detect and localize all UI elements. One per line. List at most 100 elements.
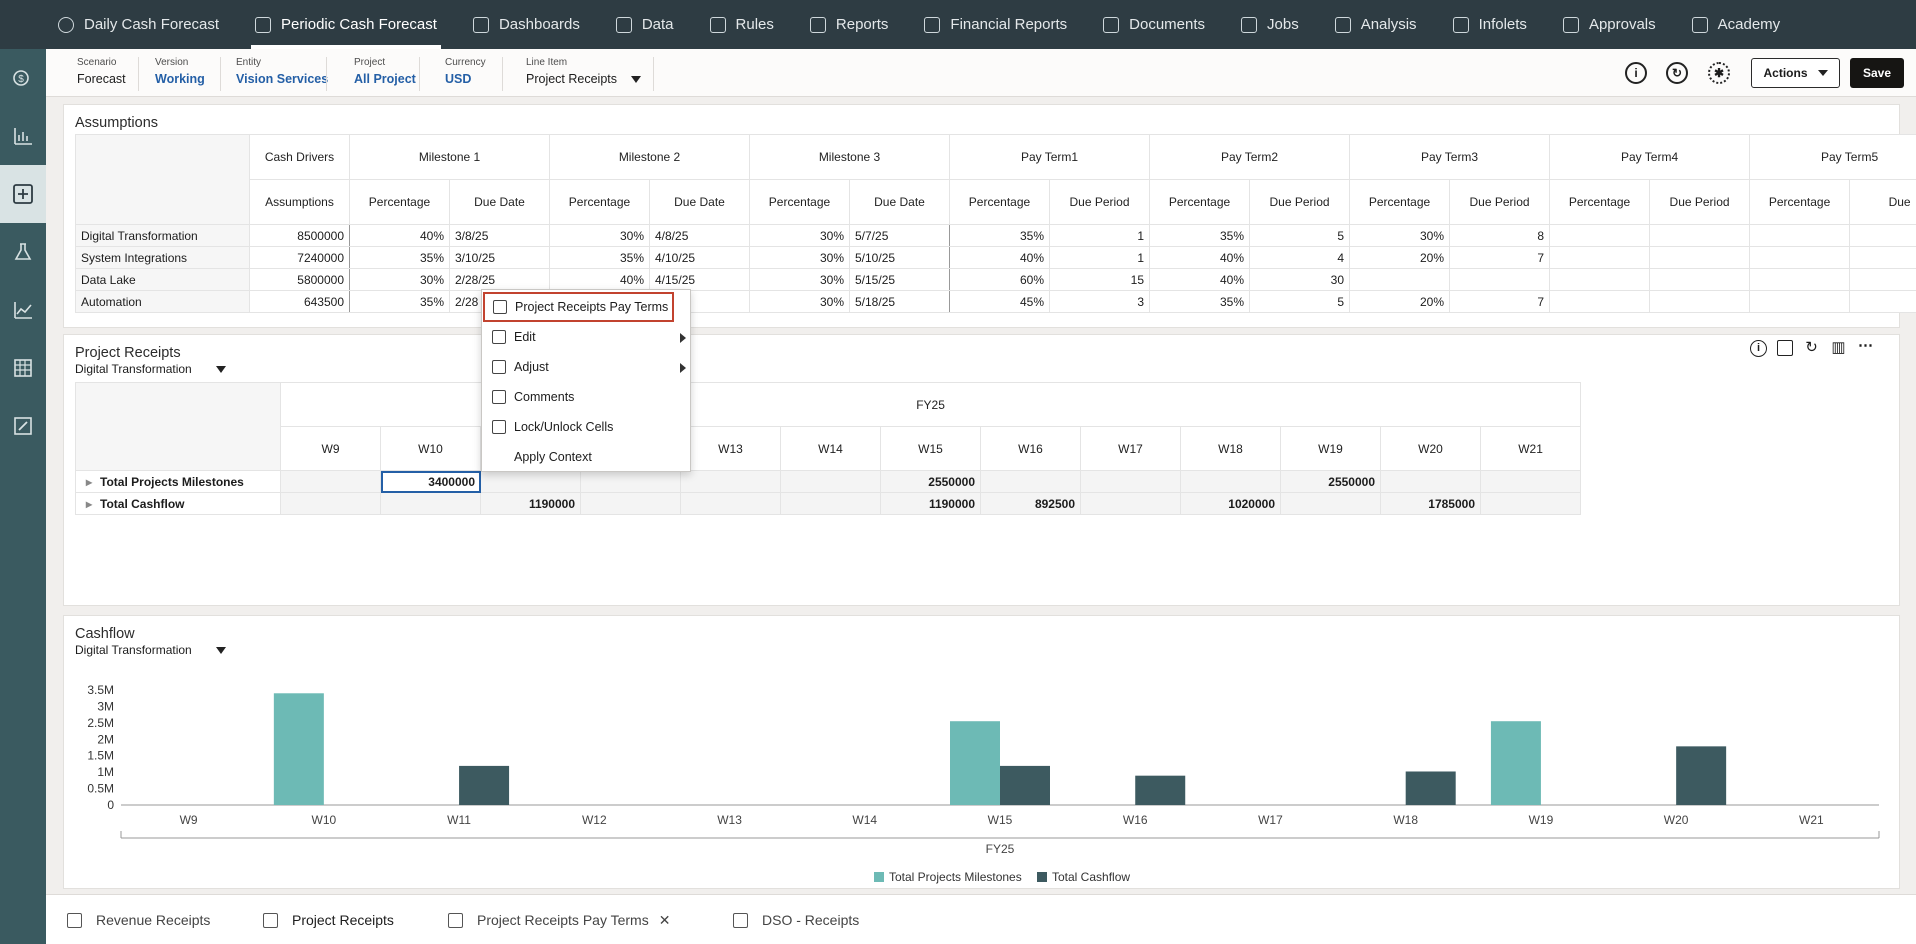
assumptions-cell[interactable]: 7 (1449, 290, 1551, 313)
receipts-cell[interactable] (1380, 470, 1481, 493)
tab-revenue-receipts[interactable]: Revenue Receipts (67, 895, 210, 944)
assumptions-cell[interactable]: 5800000 (249, 268, 350, 291)
assumptions-cell[interactable]: 7240000 (249, 246, 350, 269)
assumptions-cell[interactable]: 4 (1249, 246, 1351, 269)
receipts-cell[interactable] (980, 470, 1081, 493)
assumptions-cell[interactable]: 30% (749, 246, 850, 269)
nav-tab-dashboards[interactable]: Dashboards (455, 0, 598, 49)
bar-total-projects-milestones-W19[interactable] (1490, 721, 1541, 805)
assumptions-cell[interactable]: 35% (949, 224, 1050, 247)
receipts-cell[interactable] (380, 492, 481, 515)
rail-trend-icon[interactable] (0, 281, 46, 339)
assumptions-cell[interactable]: 30% (749, 290, 850, 313)
save-button[interactable]: Save (1850, 58, 1904, 88)
nav-tab-rules[interactable]: Rules (692, 0, 792, 49)
assumptions-cell[interactable]: 35% (349, 246, 450, 269)
receipts-cell[interactable]: 1020000 (1180, 492, 1281, 515)
assumptions-cell[interactable]: 5/10/25 (849, 246, 950, 269)
expand-icon[interactable]: ▸ (86, 496, 93, 511)
assumptions-cell[interactable]: 30 (1249, 268, 1351, 291)
assumptions-cell[interactable]: 2/28/25 (449, 268, 550, 291)
assumptions-cell[interactable]: 1 (1048, 224, 1151, 247)
pov-line-item-dropdown-icon[interactable] (631, 76, 642, 84)
assumptions-cell[interactable]: 30% (749, 268, 850, 291)
assumptions-cell[interactable] (1649, 268, 1751, 291)
receipts-cell[interactable]: 1190000 (480, 492, 581, 515)
assumptions-cell[interactable] (1749, 290, 1851, 313)
assumptions-cell[interactable]: 15 (1048, 268, 1151, 291)
receipts-cell[interactable] (680, 470, 781, 493)
assumptions-cell[interactable]: 8500000 (249, 224, 350, 247)
assumptions-cell[interactable]: 4/10/25 (649, 246, 750, 269)
assumptions-cell[interactable]: 20% (1349, 246, 1451, 269)
rail-chart-icon[interactable] (0, 107, 46, 165)
assumptions-cell[interactable] (1749, 246, 1851, 269)
assumptions-cell[interactable]: 5 (1249, 224, 1351, 247)
assumptions-cell[interactable]: 60% (949, 268, 1050, 291)
menu-item-project-receipts-pay-terms[interactable]: Project Receipts Pay Terms (483, 292, 674, 322)
receipts-cell[interactable] (780, 470, 881, 493)
assumptions-cell[interactable] (1649, 224, 1751, 247)
pov-line-item[interactable]: Line Item Project Receipts (526, 57, 642, 93)
receipts-cell[interactable] (1280, 492, 1381, 515)
receipts-cell[interactable]: 1785000 (1380, 492, 1481, 515)
assumptions-cell[interactable]: 3/8/25 (449, 224, 550, 247)
tab-dso-receipts[interactable]: DSO - Receipts (733, 895, 859, 944)
pov-entity[interactable]: Entity Vision Services (236, 57, 328, 93)
rail-daily-cash-icon[interactable]: $ (0, 49, 46, 107)
assumptions-cell[interactable]: 30% (549, 224, 650, 247)
bar-total-cashflow-W16[interactable] (1135, 775, 1186, 805)
assumptions-cell[interactable]: 20% (1349, 290, 1451, 313)
assumptions-cell[interactable] (1849, 246, 1916, 269)
rail-grid-icon[interactable] (0, 339, 46, 397)
receipts-cell[interactable] (480, 470, 581, 493)
bar-chart-icon[interactable]: ▥ (1831, 339, 1846, 356)
assumptions-cell[interactable]: 30% (749, 224, 850, 247)
pov-project[interactable]: Project All Project (354, 57, 416, 93)
assumptions-cell[interactable]: 40% (349, 224, 450, 247)
assumptions-cell[interactable] (1549, 246, 1651, 269)
info-icon[interactable]: i (1750, 340, 1767, 357)
assumptions-cell[interactable]: 3 (1048, 290, 1151, 313)
nav-tab-documents[interactable]: Documents (1085, 0, 1223, 49)
receipts-cell[interactable] (780, 492, 881, 515)
assumptions-cell[interactable]: 1 (1048, 246, 1151, 269)
bar-total-cashflow-W11[interactable] (459, 765, 510, 805)
rail-flask-icon[interactable] (0, 223, 46, 281)
rail-tools-icon[interactable] (0, 397, 46, 455)
assumptions-cell[interactable] (1749, 268, 1851, 291)
nav-tab-jobs[interactable]: Jobs (1223, 0, 1317, 49)
receipts-row-header[interactable]: ▸ Total Projects Milestones (75, 470, 281, 493)
assumptions-cell[interactable]: 30% (349, 268, 450, 291)
pov-currency[interactable]: Currency USD (445, 57, 486, 93)
bar-total-projects-milestones-W10[interactable] (273, 693, 324, 805)
assumptions-cell[interactable] (1649, 246, 1751, 269)
assumptions-cell[interactable] (1849, 224, 1916, 247)
receipts-row-header[interactable]: ▸ Total Cashflow (75, 492, 281, 515)
assumptions-cell[interactable]: 35% (1149, 290, 1251, 313)
menu-item-edit[interactable]: Edit (482, 322, 692, 352)
actions-button[interactable]: Actions (1751, 58, 1840, 88)
receipts-cell[interactable] (280, 492, 381, 515)
assumptions-cell[interactable]: 3/10/25 (449, 246, 550, 269)
nav-tab-financial-reports[interactable]: Financial Reports (906, 0, 1085, 49)
assumptions-cell[interactable]: 8 (1449, 224, 1551, 247)
receipts-cell[interactable] (1080, 492, 1181, 515)
receipts-cell[interactable]: 2550000 (880, 470, 981, 493)
receipts-cell[interactable]: 1190000 (880, 492, 981, 515)
info-icon[interactable]: i (1625, 62, 1647, 84)
assumptions-cell[interactable] (1649, 290, 1751, 313)
refresh-icon[interactable]: ↻ (1666, 62, 1688, 84)
nav-tab-analysis[interactable]: Analysis (1317, 0, 1435, 49)
assumptions-cell[interactable]: 7 (1449, 246, 1551, 269)
tab-project-receipts-pay-terms[interactable]: Project Receipts Pay Terms ✕ (448, 895, 670, 944)
menu-item-apply-context[interactable]: Apply Context (482, 442, 692, 472)
assumptions-cell[interactable] (1349, 268, 1451, 291)
assumptions-cell[interactable]: 35% (349, 290, 450, 313)
receipts-cell[interactable]: 892500 (980, 492, 1081, 515)
assumptions-cell[interactable] (1749, 224, 1851, 247)
receipts-cell[interactable] (280, 470, 381, 493)
save-icon[interactable] (1777, 340, 1793, 356)
menu-item-adjust[interactable]: Adjust (482, 352, 692, 382)
pov-scenario[interactable]: Scenario Forecast (77, 57, 126, 93)
